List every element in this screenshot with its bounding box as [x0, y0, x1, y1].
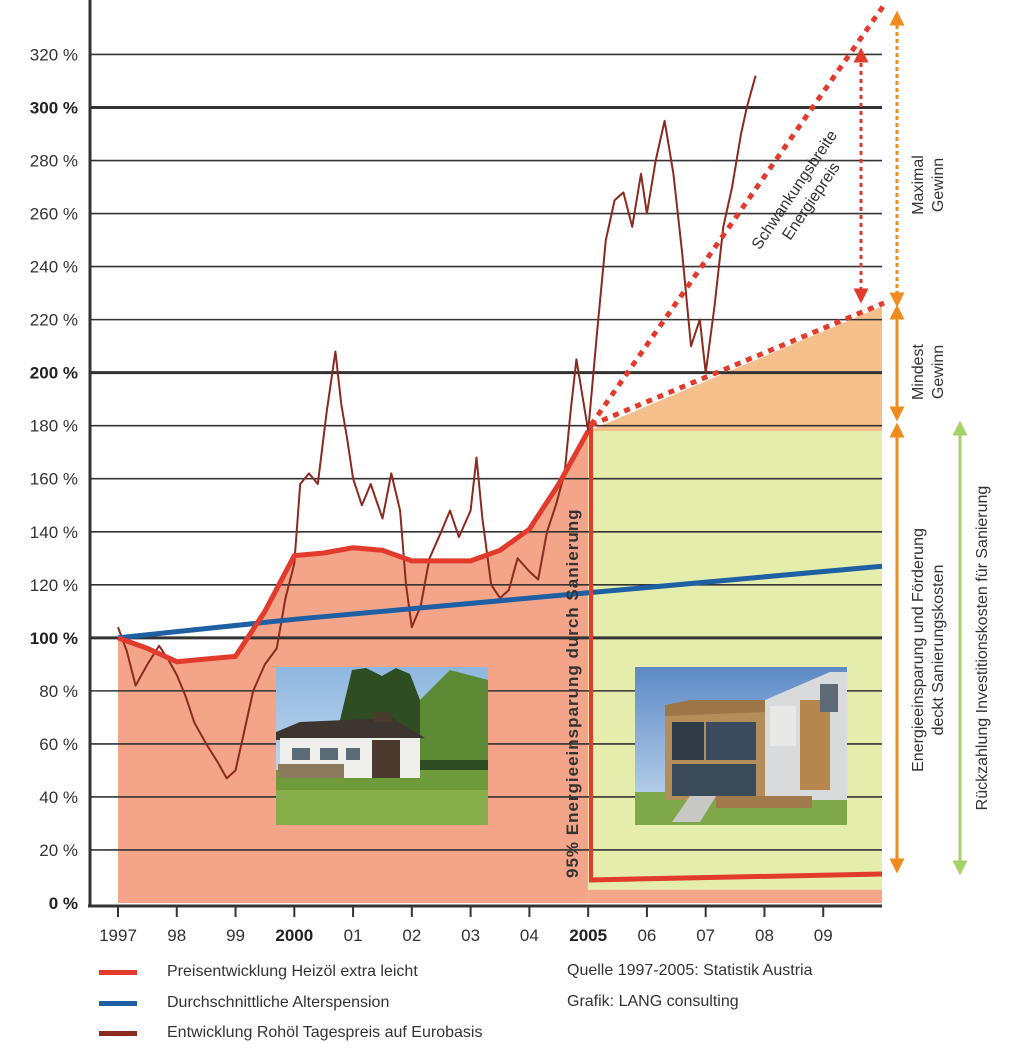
min-gain-label-line2: Gewinn	[930, 345, 947, 399]
x-tick-label: 08	[755, 926, 774, 945]
y-tick-label: 140 %	[30, 523, 78, 542]
legend-label: Entwicklung Rohöl Tagespreis auf Eurobas…	[167, 1024, 483, 1041]
gridlines	[90, 53, 882, 851]
x-tick-label: 02	[402, 926, 421, 945]
post-renovation-cost-line	[588, 871, 883, 883]
house-photos	[276, 667, 847, 825]
y-tick-label: 200 %	[30, 364, 78, 383]
x-tick-label: 04	[520, 926, 539, 945]
vertical-savings-label: 95% Energieeinsparung durch Sanierung	[563, 508, 582, 878]
y-tick-label: 0 %	[49, 894, 78, 913]
y-tick-label: 40 %	[39, 788, 78, 807]
series-heating-oil-line	[117, 429, 591, 665]
y-tick-label: 320 %	[30, 45, 78, 64]
x-tick-label: 06	[637, 926, 656, 945]
x-tick-label: 01	[344, 926, 363, 945]
y-tick-label: 120 %	[30, 576, 78, 595]
credit-line: Grafik: LANG consulting	[567, 993, 739, 1010]
axes: 0 % 20 % 40 % 60 % 80 % 100 % 120 % 140 % 160 % 1…	[30, 0, 882, 945]
new-house-photo	[635, 667, 847, 825]
series-lines	[117, 75, 883, 780]
legend-label: Durchschnittliche Alterspension	[167, 994, 390, 1011]
legend-item-pension: Durchschnittliche Alterspension	[99, 991, 389, 1015]
x-tick-label: 09	[814, 926, 833, 945]
min-gain-label-line1: Mindest	[910, 343, 927, 400]
x-tick-label: 1997	[99, 926, 137, 945]
legend-swatch-pension	[99, 1000, 137, 1006]
y-tick-label: 280 %	[30, 152, 78, 171]
max-gain-label-line2: Gewinn	[930, 158, 947, 212]
legend-swatch-crude-oil	[99, 1030, 137, 1036]
series-pension-line	[117, 563, 883, 641]
source-line: Quelle 1997-2005: Statistik Austria	[567, 962, 813, 979]
y-tick-label: 300 %	[30, 99, 78, 118]
x-tick-label: 07	[696, 926, 715, 945]
old-house-photo	[276, 667, 488, 825]
x-tick-label: 98	[167, 926, 186, 945]
y-tick-label: 220 %	[30, 311, 78, 330]
x-tick-label: 03	[461, 926, 480, 945]
max-gain-label-line1: Maximal	[910, 155, 927, 215]
y-tick-label: 100 %	[30, 629, 78, 648]
series-crude-oil-line	[117, 75, 757, 780]
y-tick-label: 20 %	[39, 841, 78, 860]
x-tick-label: 2005	[569, 926, 607, 945]
legend-item-heating-oil: Preisentwicklung Heizöl extra leicht	[99, 960, 418, 984]
legend-swatch-heating-oil	[99, 969, 137, 975]
legend-label: Preisentwicklung Heizöl extra leicht	[167, 963, 418, 980]
y-tick-label: 240 %	[30, 258, 78, 277]
repayment-label: Rückzahlung Investitionskosten für Sanie…	[974, 486, 991, 811]
x-tick-label: 99	[226, 926, 245, 945]
y-tick-label: 60 %	[39, 735, 78, 754]
y-tick-label: 260 %	[30, 205, 78, 224]
post-renovation-cost-area	[588, 889, 882, 903]
legend: Preisentwicklung Heizöl extra leicht Dur…	[0, 958, 1024, 1049]
y-tick-label: 80 %	[39, 682, 78, 701]
y-tick-label: 180 %	[30, 417, 78, 436]
min-gain-area	[588, 306, 882, 432]
y-tick-label: 160 %	[30, 470, 78, 489]
energy-savings-label-line2: deckt Sanierungskosten	[930, 565, 947, 736]
annotations: 95% Energieeinsparung durch Sanierung Sc…	[563, 3, 991, 883]
min-price-projection	[590, 300, 885, 428]
energy-savings-label-line1: Energieeinsparung und Förderung	[910, 528, 927, 772]
x-tick-label: 2000	[275, 926, 313, 945]
legend-item-crude-oil: Entwicklung Rohöl Tagespreis auf Eurobas…	[99, 1021, 482, 1045]
max-price-projection	[588, 3, 887, 427]
